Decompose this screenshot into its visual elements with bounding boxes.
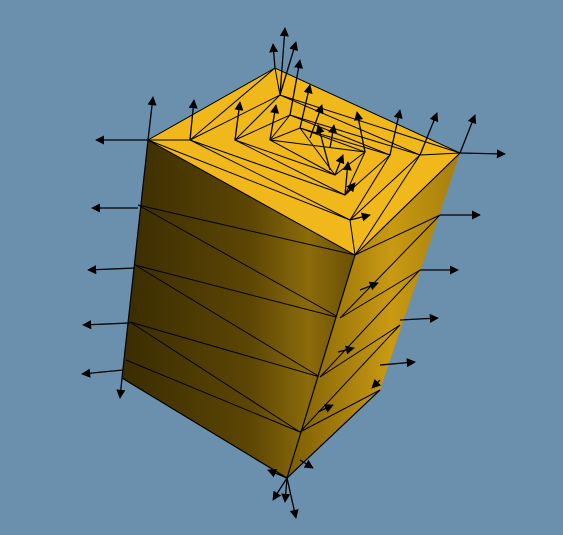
normal-arrow: [315, 124, 331, 171]
normal-arrow: [234, 101, 244, 141]
top-face: [146, 67, 461, 256]
normal-arrow: [299, 84, 313, 129]
normal-arrow: [309, 104, 324, 139]
normal-arrow: [459, 149, 506, 159]
normal-arrow: [272, 477, 288, 501]
normal-arrow: [359, 281, 379, 291]
normal-arrow: [334, 154, 345, 176]
normal-arrow: [344, 182, 356, 196]
normal-arrow: [147, 96, 157, 141]
normal-arrow: [299, 459, 314, 469]
normal-arrow: [188, 99, 198, 141]
normal-arrow: [267, 468, 288, 479]
normal-arrow: [337, 345, 355, 355]
normal-arrow: [371, 378, 382, 389]
normal-arrow: [349, 212, 371, 222]
normal-arrow: [317, 404, 334, 413]
normal-arrow: [354, 111, 366, 153]
normal-arrow: [379, 358, 416, 368]
normal-arrow: [289, 59, 304, 116]
side-face: [286, 152, 461, 479]
normal-arrow: [81, 368, 124, 378]
normal-arrow: [87, 265, 136, 275]
normal-arrow: [82, 320, 131, 330]
normal-arrow: [328, 124, 338, 149]
normal-arrow: [281, 477, 291, 503]
normal-arrow: [286, 477, 299, 519]
box-outline: [121, 139, 381, 479]
normal-arrow: [279, 41, 298, 96]
front-face: [122, 139, 356, 478]
normal-arrow: [279, 27, 289, 96]
normal-arrow: [459, 114, 477, 154]
normal-arrow: [419, 112, 439, 156]
normal-vectors: [81, 27, 506, 519]
normal-arrow: [116, 377, 126, 399]
normal-arrow: [389, 109, 403, 156]
normal-arrow: [269, 43, 279, 69]
normal-arrow: [342, 161, 352, 196]
normal-arrow: [269, 104, 280, 141]
normal-arrow: [399, 313, 439, 323]
